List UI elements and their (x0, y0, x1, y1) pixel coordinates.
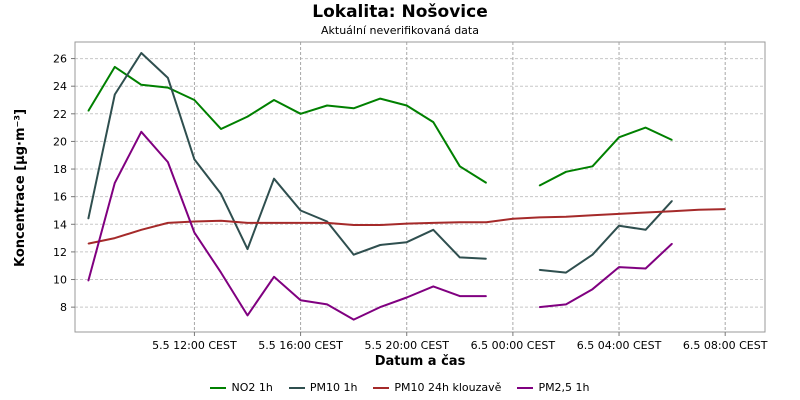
series-line (539, 242, 673, 309)
x-tick-label: 5.5 20:00 CEST (364, 339, 449, 352)
legend-swatch (210, 386, 227, 389)
y-tick-label: 22 (53, 108, 67, 121)
x-tick-label: 5.5 12:00 CEST (152, 339, 237, 352)
series-2 (87, 208, 726, 245)
chart-title: Lokalita: Nošovice (312, 2, 488, 22)
series-line (87, 52, 487, 260)
chart-subtitle: Aktuální neverifikovaná data (321, 24, 479, 37)
grid-layer (75, 42, 765, 332)
series-layer (87, 52, 726, 321)
legend-label: PM10 1h (309, 381, 358, 394)
x-tick-label: 6.5 08:00 CEST (683, 339, 768, 352)
y-tick-label: 8 (60, 301, 67, 314)
x-tick-label: 6.5 00:00 CEST (471, 339, 556, 352)
series-line (87, 65, 487, 184)
series-0 (87, 65, 673, 187)
series-line (88, 208, 726, 245)
y-tick-label: 16 (53, 191, 67, 204)
x-axis-label: Datum a čas (375, 354, 466, 369)
series-1 (87, 52, 673, 274)
legend-item: PM10 24h klouzavě (373, 381, 501, 394)
series-line (538, 126, 673, 187)
series-line (539, 200, 673, 274)
x-tick-label: 5.5 16:00 CEST (258, 339, 343, 352)
legend-swatch (288, 386, 305, 389)
legend-swatch (517, 386, 534, 389)
legend-item: PM2,5 1h (517, 381, 590, 394)
axis-layer: 8 10 12 14 16 18 20 22 24 26 5.5 12:00 CEST 5.5 16:… (53, 53, 768, 352)
legend-item: PM10 1h (288, 381, 358, 394)
y-tick-label: 12 (53, 246, 67, 259)
y-tick-label: 10 (53, 274, 67, 287)
y-tick-label: 14 (53, 218, 67, 231)
legend: NO2 1h PM10 1h PM10 24h klouzavě PM2,5 1h (0, 381, 800, 394)
legend-item: NO2 1h (210, 381, 273, 394)
series-3 (87, 130, 673, 321)
x-tick-label: 6.5 04:00 CEST (577, 339, 662, 352)
legend-label: PM10 24h klouzavě (394, 381, 502, 394)
plot-frame (74, 41, 766, 333)
y-tick-label: 18 (53, 163, 67, 176)
series-line (87, 130, 487, 321)
y-tick-label: 26 (53, 53, 67, 66)
y-axis-label: Koncentrace [µg·m⁻³] (13, 109, 28, 267)
legend-label: NO2 1h (231, 381, 273, 394)
legend-swatch (373, 386, 390, 389)
y-tick-label: 20 (53, 135, 67, 148)
legend-label: PM2,5 1h (538, 381, 590, 394)
y-tick-label: 24 (53, 80, 67, 93)
